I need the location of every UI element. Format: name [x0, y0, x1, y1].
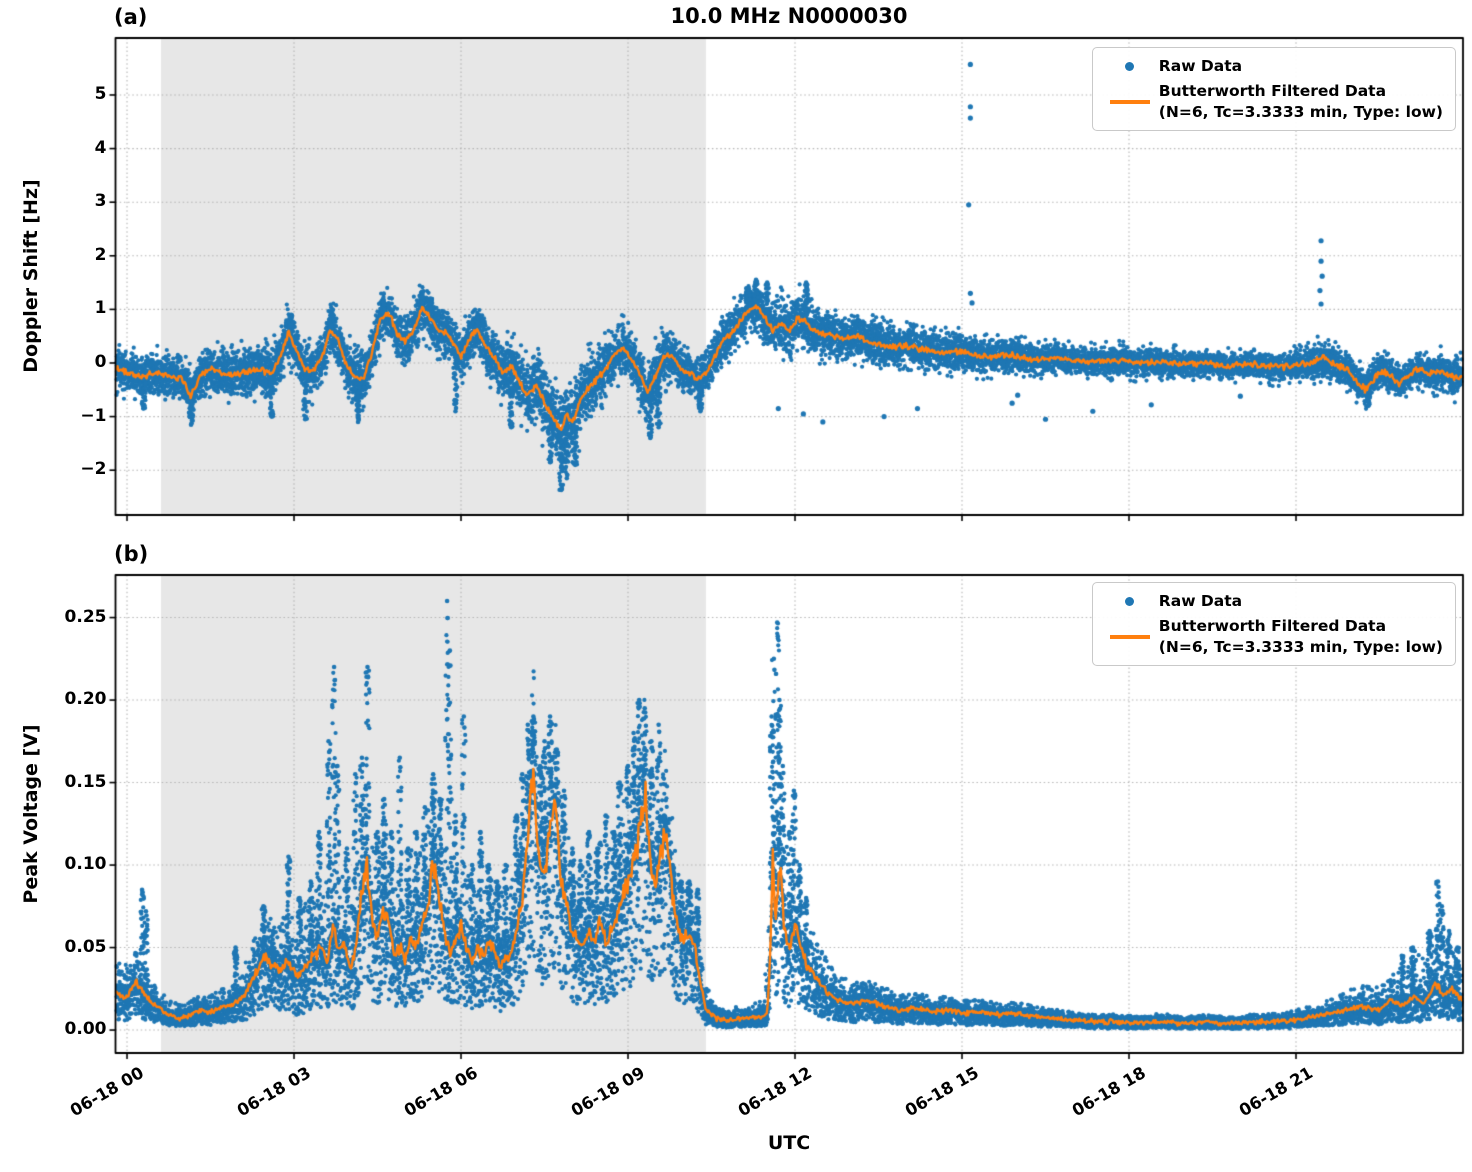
- y-tick-label: 5: [94, 83, 107, 104]
- y-tick-label: 0.05: [64, 936, 107, 957]
- y-axis-label-a: Doppler Shift [Hz]: [20, 179, 42, 373]
- legend-row-raw: Raw Data: [1101, 56, 1443, 76]
- panel-a-label: (a): [114, 5, 148, 29]
- legend-panel-b: Raw Data Butterworth Filtered Data (N=6,…: [1091, 582, 1456, 667]
- legend-row-raw: Raw Data: [1101, 591, 1443, 611]
- y-tick-label: 3: [94, 191, 107, 212]
- legend-filtered-params: (N=6, Tc=3.3333 min, Type: low): [1158, 637, 1443, 656]
- y-tick-label: −2: [80, 459, 107, 480]
- y-tick-label: −1: [80, 405, 107, 426]
- y-tick-label: 0: [94, 351, 107, 372]
- legend-filtered-label: Butterworth Filtered Data: [1158, 617, 1387, 636]
- legend-raw-label: Raw Data: [1158, 592, 1243, 610]
- y-tick-label: 2: [94, 244, 107, 265]
- y-axis-label-b: Peak Voltage [V]: [20, 724, 42, 904]
- chart-title: 10.0 MHz N0000030: [670, 4, 908, 28]
- y-tick-label: 1: [94, 298, 107, 319]
- legend-row-filtered: Butterworth Filtered Data (N=6, Tc=3.333…: [1101, 616, 1443, 657]
- x-axis-label: UTC: [767, 1132, 811, 1154]
- filtered-line-marker-icon: [1101, 100, 1159, 104]
- legend-filtered-params: (N=6, Tc=3.3333 min, Type: low): [1158, 102, 1443, 121]
- panel-b-label: (b): [114, 542, 149, 566]
- y-tick-label: 0.10: [64, 854, 107, 875]
- filtered-line-marker-icon: [1101, 635, 1159, 639]
- y-tick-label: 4: [94, 137, 107, 158]
- y-tick-label: 0.00: [64, 1019, 107, 1040]
- y-tick-label: 0.15: [64, 771, 107, 792]
- legend-panel-a: Raw Data Butterworth Filtered Data (N=6,…: [1091, 47, 1456, 132]
- y-tick-label: 0.20: [64, 689, 107, 710]
- legend-raw-label: Raw Data: [1158, 57, 1243, 75]
- legend-filtered-label: Butterworth Filtered Data: [1158, 82, 1387, 101]
- raw-data-marker-icon: [1101, 596, 1159, 606]
- legend-row-filtered: Butterworth Filtered Data (N=6, Tc=3.333…: [1101, 81, 1443, 122]
- y-tick-label: 0.25: [64, 606, 107, 627]
- raw-data-marker-icon: [1101, 61, 1159, 71]
